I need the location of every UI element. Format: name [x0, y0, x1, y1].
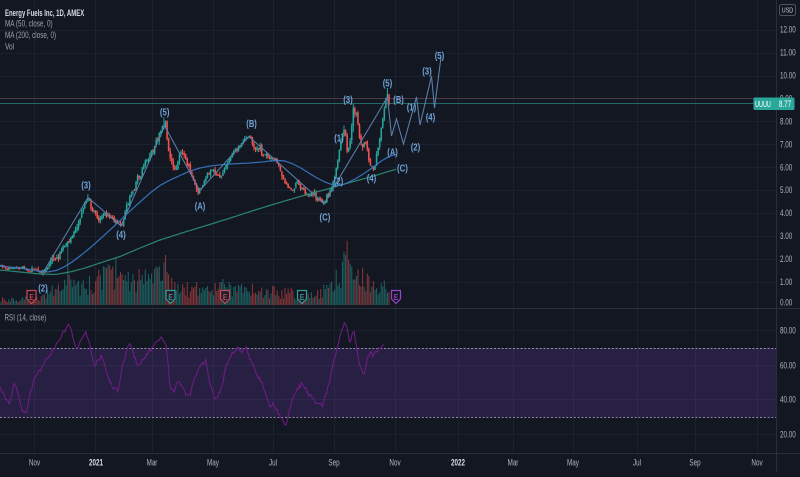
- svg-text:E: E: [300, 293, 305, 302]
- svg-text:2021: 2021: [89, 458, 103, 468]
- svg-text:(2): (2): [411, 141, 421, 153]
- svg-text:12.00: 12.00: [780, 25, 796, 35]
- svg-text:(1): (1): [407, 101, 417, 113]
- svg-text:MA (50, close, 0): MA (50, close, 0): [5, 19, 53, 29]
- svg-text:Nov: Nov: [751, 458, 763, 468]
- svg-text:E: E: [168, 293, 173, 302]
- svg-text:May: May: [567, 458, 579, 468]
- svg-text:May: May: [207, 458, 219, 468]
- svg-text:(2): (2): [334, 175, 344, 187]
- svg-text:(4): (4): [426, 111, 436, 123]
- svg-text:6.00: 6.00: [780, 162, 792, 172]
- svg-text:60.00: 60.00: [780, 361, 796, 371]
- svg-text:(3): (3): [422, 65, 432, 77]
- svg-text:Sep: Sep: [328, 458, 339, 468]
- svg-text:(B): (B): [246, 118, 256, 130]
- svg-text:(5): (5): [435, 50, 445, 62]
- svg-text:Jul: Jul: [633, 458, 641, 468]
- svg-text:Mar: Mar: [147, 458, 158, 468]
- svg-text:E: E: [394, 293, 399, 302]
- svg-text:UUUU: UUUU: [755, 100, 771, 109]
- svg-text:5.00: 5.00: [780, 185, 792, 195]
- svg-text:E: E: [223, 293, 228, 302]
- svg-text:20.00: 20.00: [780, 430, 796, 440]
- svg-text:E: E: [29, 293, 34, 302]
- svg-text:(A): (A): [195, 200, 206, 212]
- svg-text:(A): (A): [387, 146, 398, 158]
- svg-text:(5): (5): [383, 77, 393, 89]
- svg-text:(2): (2): [38, 282, 48, 294]
- svg-text:80.00: 80.00: [780, 326, 796, 336]
- svg-text:(3): (3): [81, 179, 91, 191]
- svg-text:USD: USD: [782, 6, 794, 15]
- svg-text:4.00: 4.00: [780, 208, 792, 218]
- svg-text:0.00: 0.00: [780, 298, 792, 308]
- svg-text:(3): (3): [343, 94, 353, 106]
- svg-text:1.00: 1.00: [780, 277, 792, 287]
- svg-text:8.00: 8.00: [780, 116, 792, 126]
- svg-text:Nov: Nov: [389, 458, 401, 468]
- svg-text:(C): (C): [320, 211, 331, 223]
- svg-text:3.00: 3.00: [780, 231, 792, 241]
- svg-text:(5): (5): [160, 106, 170, 118]
- svg-text:10.00: 10.00: [780, 71, 796, 81]
- svg-text:RSI (14, close): RSI (14, close): [5, 313, 47, 323]
- svg-text:(4): (4): [367, 172, 377, 184]
- svg-text:11.00: 11.00: [780, 48, 796, 58]
- svg-text:8.77: 8.77: [779, 99, 791, 109]
- svg-text:Energy Fuels Inc, 1D, AMEX: Energy Fuels Inc, 1D, AMEX: [5, 8, 85, 19]
- svg-text:(1): (1): [334, 132, 344, 144]
- svg-text:Jul: Jul: [269, 458, 277, 468]
- svg-text:(B): (B): [393, 94, 404, 106]
- svg-text:7.00: 7.00: [780, 139, 792, 149]
- svg-text:Nov: Nov: [29, 458, 41, 468]
- svg-text:2022: 2022: [451, 458, 465, 468]
- svg-text:(4): (4): [116, 229, 126, 241]
- svg-text:Sep: Sep: [689, 458, 700, 468]
- svg-text:Mar: Mar: [508, 458, 519, 468]
- svg-text:2.00: 2.00: [780, 254, 792, 264]
- svg-text:40.00: 40.00: [780, 395, 796, 405]
- svg-text:MA (200, close, 0): MA (200, close, 0): [5, 30, 56, 40]
- svg-text:(C): (C): [397, 162, 408, 174]
- svg-text:Vol: Vol: [5, 42, 14, 52]
